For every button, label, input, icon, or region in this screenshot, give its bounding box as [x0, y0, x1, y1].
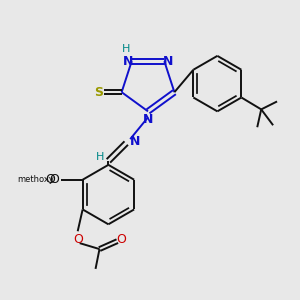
Text: O: O	[49, 173, 59, 186]
Text: O: O	[116, 233, 126, 246]
Text: methoxy: methoxy	[18, 175, 55, 184]
Text: H: H	[122, 44, 130, 54]
Text: N: N	[130, 135, 140, 148]
Text: H: H	[96, 152, 105, 162]
Text: O: O	[73, 233, 82, 246]
Text: S: S	[94, 86, 103, 99]
Text: N: N	[123, 55, 133, 68]
Text: N: N	[143, 113, 153, 126]
Text: N: N	[163, 55, 173, 68]
Text: O: O	[45, 173, 55, 186]
